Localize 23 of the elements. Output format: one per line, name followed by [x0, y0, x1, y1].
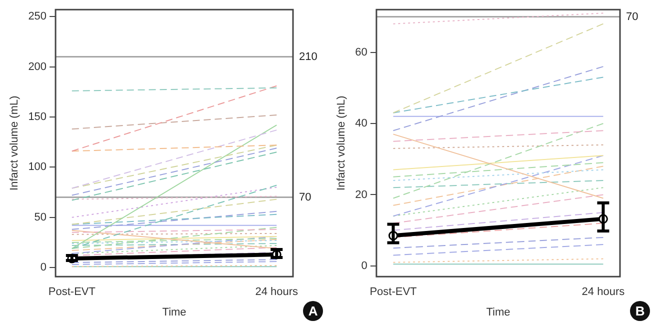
x-tick-label: Post-EVT — [48, 286, 96, 298]
y-tick-label: 50 — [34, 211, 47, 224]
ref-line-label: 70 — [626, 10, 638, 23]
text: A — [308, 304, 318, 319]
y-tick-label: 60 — [355, 46, 368, 58]
y-axis-title: Infarct volume (mL) — [336, 96, 348, 190]
y-axis-title: Infarct volume (mL) — [8, 96, 21, 190]
x-tick-label: Post-EVT — [370, 286, 418, 298]
y-tick-label: 0 — [40, 262, 47, 274]
text: B — [635, 304, 645, 319]
x-tick-label: 24 hours — [582, 286, 626, 298]
y-tick-label: 200 — [28, 60, 47, 73]
ref-line-label: 70 — [299, 191, 312, 204]
y-tick-label: 100 — [28, 161, 47, 174]
y-tick-label: 0 — [361, 260, 368, 272]
x-axis-title: Time — [162, 306, 186, 318]
y-tick-label: 40 — [355, 118, 368, 130]
y-tick-label: 250 — [28, 10, 47, 23]
y-tick-label: 150 — [28, 111, 47, 124]
ref-line-label: 210 — [299, 50, 318, 63]
x-tick-label: 24 hours — [255, 286, 299, 298]
x-axis-title: Time — [486, 306, 510, 318]
y-tick-label: 20 — [355, 188, 368, 201]
